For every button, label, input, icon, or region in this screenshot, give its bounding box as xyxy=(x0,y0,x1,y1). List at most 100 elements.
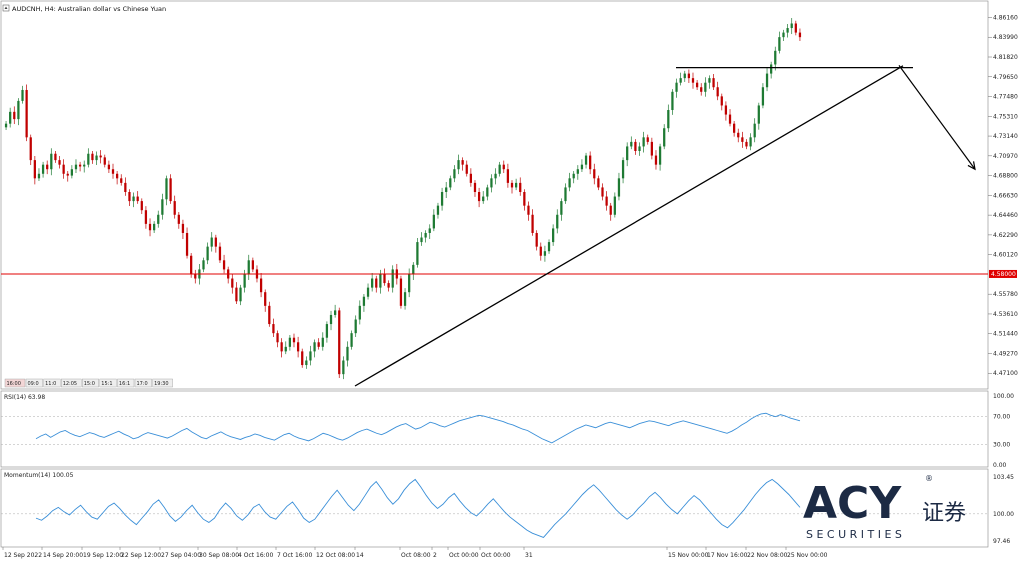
candle xyxy=(531,209,534,236)
candle xyxy=(720,93,723,111)
candle xyxy=(486,184,489,201)
price-tick-label: 4.73140 xyxy=(993,133,1018,140)
time-tick-label: 27 Sep 04:00 xyxy=(161,552,201,559)
candle xyxy=(786,23,789,38)
candle xyxy=(62,159,65,179)
candle xyxy=(428,224,431,239)
rsi-pane[interactable] xyxy=(0,390,989,468)
time-tick-label: 14 Sep 20:00 xyxy=(43,552,83,559)
candle xyxy=(436,202,440,219)
candle xyxy=(490,174,493,193)
period-chip-label: 09:0 xyxy=(28,381,39,387)
price-tick-label: 4.77480 xyxy=(993,94,1018,101)
candle xyxy=(667,104,670,133)
candle xyxy=(510,180,514,194)
ascending-trendline[interactable] xyxy=(354,65,904,387)
rsi-tick-label: 100.00 xyxy=(993,393,1014,400)
candle xyxy=(391,265,394,293)
candle xyxy=(671,89,674,115)
candle xyxy=(679,72,682,86)
forecast-arrow[interactable] xyxy=(898,65,976,171)
period-chip[interactable]: 16:00 xyxy=(4,378,26,388)
candle xyxy=(465,160,468,177)
price-tick-label: 4.70970 xyxy=(993,153,1018,160)
candle xyxy=(399,275,403,309)
period-chip-bar[interactable]: 16:00 09:0 11:0 12:05 15:0 15:1 16:1 17:0 19:30 xyxy=(4,378,173,388)
price-tick-label: 4.83990 xyxy=(993,34,1018,41)
candle xyxy=(543,245,547,262)
price-tick-label: 4.79650 xyxy=(993,74,1018,81)
period-chip[interactable]: 09:0 xyxy=(25,378,43,388)
main-price-pane[interactable] xyxy=(0,0,989,390)
candle xyxy=(691,72,695,89)
candle xyxy=(29,134,32,166)
candle xyxy=(732,120,736,137)
time-tick-label: 12 Sep 2022 xyxy=(4,552,42,559)
price-tick-label: 4.47100 xyxy=(993,370,1018,377)
candle xyxy=(124,177,127,196)
period-chip[interactable]: 19:30 xyxy=(152,378,173,388)
symbol-toggle-icon[interactable] xyxy=(2,4,10,12)
candle xyxy=(276,330,279,348)
candle xyxy=(4,120,8,131)
period-chip[interactable]: 16:1 xyxy=(117,378,135,388)
candle xyxy=(185,227,189,259)
candle xyxy=(371,273,374,292)
candle xyxy=(350,330,353,350)
candle xyxy=(560,198,563,221)
candle xyxy=(325,321,329,343)
candle xyxy=(617,172,621,201)
period-chip[interactable]: 17:0 xyxy=(134,378,152,388)
momentum-tick-label: 103.45 xyxy=(993,474,1014,481)
candle xyxy=(272,318,275,337)
period-chip-label: 16:1 xyxy=(119,381,130,387)
candle xyxy=(41,161,45,178)
period-chip[interactable]: 15:1 xyxy=(99,378,117,388)
candle xyxy=(58,156,61,169)
momentum-pane[interactable] xyxy=(0,468,989,548)
candle xyxy=(794,20,797,36)
candle xyxy=(568,172,571,192)
candle xyxy=(576,165,579,180)
candle xyxy=(712,74,715,90)
candle xyxy=(115,171,119,185)
candle xyxy=(387,280,390,292)
candle xyxy=(753,118,756,143)
momentum-tick-label: 100.00 xyxy=(993,511,1014,518)
candle xyxy=(589,151,592,175)
candle xyxy=(498,161,501,177)
candle xyxy=(461,157,464,171)
candle xyxy=(148,218,152,237)
period-chip[interactable]: 15:0 xyxy=(81,378,99,388)
candle xyxy=(757,102,760,130)
candle xyxy=(556,209,559,234)
candle xyxy=(564,183,567,204)
chart-title: AUDCNH, H4: Australian dollar vs Chinese… xyxy=(12,5,166,13)
candle xyxy=(136,191,139,204)
candle xyxy=(687,69,691,84)
candle xyxy=(95,151,98,166)
rsi-tick-label: 0.00 xyxy=(993,462,1007,469)
candle xyxy=(621,157,625,184)
candle xyxy=(539,242,542,261)
period-chip[interactable]: 12:05 xyxy=(61,378,82,388)
candle xyxy=(107,160,111,174)
candle xyxy=(21,85,24,104)
candle xyxy=(9,107,12,128)
time-tick-label: 15 Nov 00:00 xyxy=(668,552,709,559)
candle xyxy=(663,124,666,150)
candle xyxy=(132,192,135,208)
candle xyxy=(601,183,604,201)
candle xyxy=(535,230,538,251)
period-chip[interactable]: 11:0 xyxy=(43,378,61,388)
candle xyxy=(153,221,156,233)
price-tick-label: 4.55780 xyxy=(993,291,1018,298)
logo-brand: ACY xyxy=(803,478,902,529)
candle xyxy=(329,310,333,331)
candle xyxy=(770,61,773,79)
candle xyxy=(111,163,115,179)
logo-tagline: S E C U R I T I E S xyxy=(806,528,902,541)
period-chip-label: 12:05 xyxy=(63,381,77,387)
